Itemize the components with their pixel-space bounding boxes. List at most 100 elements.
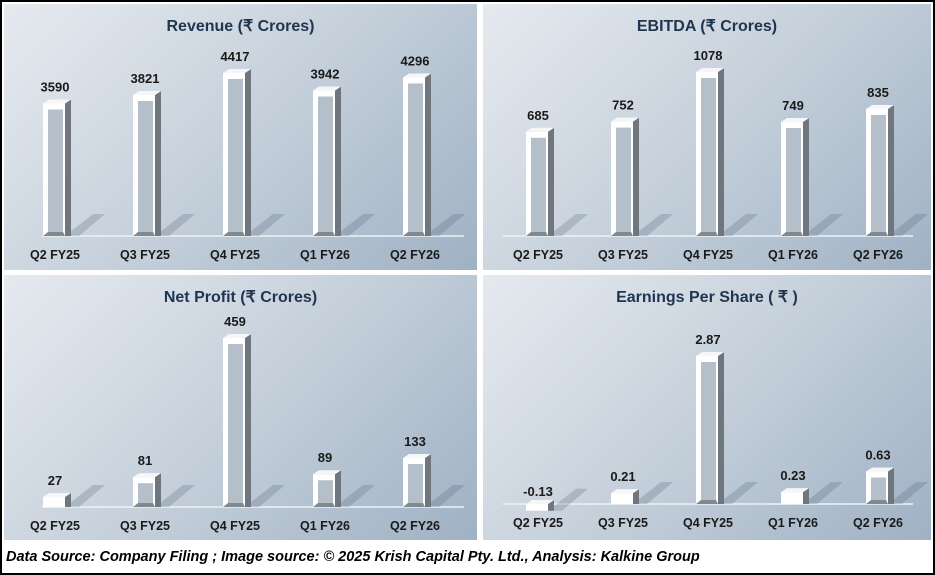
bar-shadow <box>245 485 285 507</box>
bar-front <box>43 497 65 507</box>
bar <box>866 104 928 236</box>
bar-bottom-bevel <box>313 503 335 507</box>
bar-bottom-bevel <box>696 500 718 504</box>
bar-bottom-bevel <box>866 500 888 504</box>
bar-side <box>803 118 809 236</box>
bar-shadow <box>155 485 195 507</box>
bar-side <box>245 334 251 507</box>
bar-bottom-bevel <box>223 232 245 236</box>
bar-shadow <box>425 214 465 236</box>
bar-front <box>526 504 548 511</box>
chart-title: EBITDA (₹ Crores) <box>636 18 778 35</box>
data-label: 3590 <box>41 80 70 95</box>
bar-top <box>781 488 809 493</box>
bar-side <box>65 99 71 236</box>
bar-shadow <box>718 214 758 236</box>
bar <box>781 482 843 504</box>
bar-shadow <box>548 488 588 511</box>
bar <box>133 473 195 507</box>
bar-inner <box>701 78 716 232</box>
bar-bottom-bevel <box>403 503 425 507</box>
category-label: Q2 FY25 <box>30 248 80 262</box>
bar-inner <box>408 83 423 233</box>
category-label: Q2 FY25 <box>513 248 563 262</box>
bar-side <box>803 488 809 504</box>
bar-top <box>133 473 161 478</box>
bar-shadow <box>245 214 285 236</box>
bar-side <box>888 104 894 236</box>
bar-shadow <box>425 485 465 507</box>
category-label: Q3 FY25 <box>598 516 648 530</box>
category-label: Q1 FY26 <box>300 248 350 262</box>
bar-side <box>718 68 724 236</box>
bar <box>526 488 588 511</box>
bar-top <box>781 118 809 123</box>
bar-bottom-bevel <box>313 232 335 236</box>
bar-bottom-bevel <box>133 503 155 507</box>
data-label: 81 <box>138 453 152 468</box>
eps-plot: -0.13 Q2 FY25 0.21 Q3 FY25 2.87 Q4 FY25 0.23 Q1… <box>503 332 928 530</box>
category-label: Q1 FY26 <box>768 248 818 262</box>
bar-top <box>223 334 251 338</box>
category-label: Q2 FY26 <box>390 519 440 533</box>
bar-inner <box>871 114 886 232</box>
bar-side <box>425 73 431 237</box>
bar-inner <box>138 100 153 232</box>
bar-side <box>335 86 341 236</box>
data-label: 4296 <box>401 53 430 68</box>
bar-top <box>696 352 724 356</box>
bar-bottom-bevel <box>43 232 65 236</box>
bar-top <box>526 127 554 132</box>
revenue-plot: 3590 Q2 FY25 3821 Q3 FY25 4417 Q4 FY25 3942 Q1 … <box>30 49 465 262</box>
category-label: Q2 FY26 <box>853 516 903 530</box>
bar-inner <box>408 464 423 503</box>
bar <box>223 69 285 236</box>
bar-top <box>43 99 71 104</box>
bar-top <box>403 454 431 459</box>
bar-top <box>133 90 161 95</box>
bar <box>781 118 843 236</box>
bar <box>313 470 375 507</box>
bar-top <box>611 489 639 494</box>
category-label: Q3 FY25 <box>120 248 170 262</box>
ebitda-plot: 685 Q2 FY25 752 Q3 FY25 1078 Q4 FY25 749 Q1 FY2… <box>503 48 928 262</box>
bar-top <box>313 470 341 475</box>
bar-inner <box>228 344 243 503</box>
category-label: Q3 FY25 <box>120 519 170 533</box>
bar-top <box>611 117 639 122</box>
bar <box>611 117 673 236</box>
bar <box>526 127 588 236</box>
bar <box>43 485 105 507</box>
bar-inner <box>318 96 333 232</box>
bar-side <box>633 117 639 236</box>
bar-shadow <box>888 482 928 504</box>
bar-bottom-bevel <box>223 503 245 507</box>
bar-side <box>888 467 894 504</box>
chart-title: Net Profit (₹ Crores) <box>163 289 318 306</box>
bar-inner <box>616 127 631 232</box>
bar-inner <box>318 480 333 503</box>
bar-bottom-bevel <box>403 232 425 236</box>
data-label: 89 <box>318 450 332 465</box>
bar-front <box>611 493 633 504</box>
bar <box>223 334 285 507</box>
bar-bottom-bevel <box>526 232 548 236</box>
bar-side <box>155 90 161 236</box>
bar-side <box>335 470 341 507</box>
bar <box>133 90 195 236</box>
data-label: 4417 <box>221 49 250 64</box>
bar-shadow <box>65 214 105 236</box>
bar-side <box>718 352 724 504</box>
data-label: 835 <box>867 85 889 100</box>
bar-shadow <box>65 485 105 507</box>
bar-top <box>403 73 431 78</box>
bar-side <box>155 473 161 507</box>
revenue-chart: Revenue (₹ Crores) 3590 Q2 FY25 3821 Q3 FY2… <box>4 4 477 270</box>
bar-side <box>548 127 554 236</box>
bar <box>403 454 465 507</box>
data-label: 0.23 <box>780 468 805 483</box>
data-label: 3821 <box>131 71 160 86</box>
bar-shadow <box>803 214 843 236</box>
bar-shadow <box>335 214 375 236</box>
category-label: Q2 FY25 <box>513 516 563 530</box>
